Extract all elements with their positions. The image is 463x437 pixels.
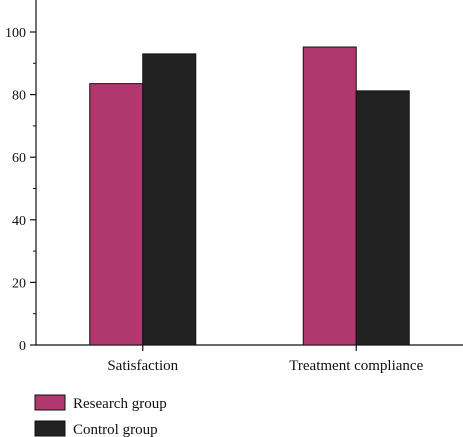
y-tick-label: 20 (12, 276, 26, 291)
y-axis-ticks: 0 20 40 60 80 100 (5, 26, 36, 354)
bar-research-treatment-compliance (302, 46, 357, 346)
legend-label: Control group (73, 422, 158, 437)
legend-label: Research group (73, 396, 167, 412)
y-tick-label: 100 (5, 26, 26, 41)
x-category-label: Treatment compliance (289, 358, 423, 374)
x-axis-categories: Satisfaction Treatment compliance (107, 345, 424, 374)
bar-control-satisfaction (142, 53, 197, 346)
y-tick-label: 0 (19, 339, 26, 354)
bar-control-treatment-compliance (355, 90, 410, 346)
bars-group (89, 46, 410, 346)
bar-research-satisfaction (89, 83, 144, 346)
legend-swatch (34, 394, 66, 411)
y-tick-label: 60 (12, 151, 26, 166)
legend: Research group Control group (34, 394, 167, 437)
y-tick-label: 40 (12, 214, 26, 229)
x-category-label: Satisfaction (107, 358, 178, 374)
y-tick-label: 80 (12, 89, 26, 104)
legend-swatch (34, 420, 66, 437)
